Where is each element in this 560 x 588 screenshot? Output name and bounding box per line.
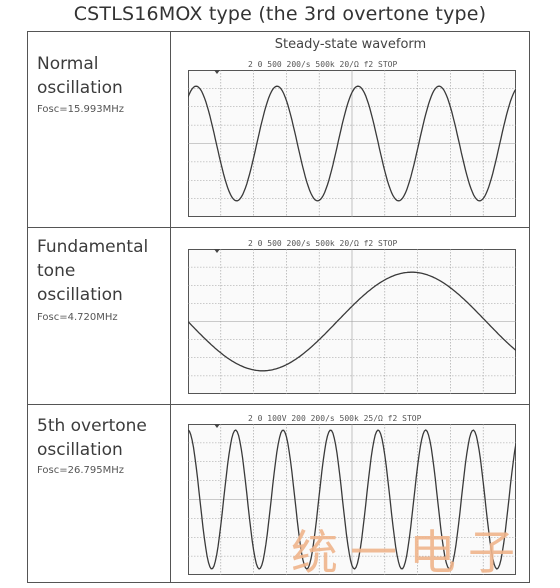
row-label-normal: Normal oscillation <box>37 52 123 100</box>
fosc-5th-overtone: Fosc=26.795MHz <box>37 465 124 476</box>
row-label-fundamental: Fundamental tone oscillation <box>37 235 148 307</box>
row-label-line: tone <box>37 261 76 281</box>
scope-fundamental: 2 0 500 200/s 500k 20/Ω f2 STOP <box>188 236 516 394</box>
row-divider-1 <box>27 227 530 228</box>
oscilloscope-screen: 2 0 500 200/s 500k 20/Ω f2 STOP <box>188 60 516 217</box>
row-label-5th-overtone: 5th overtone oscillation <box>37 414 147 462</box>
oscilloscope-screen: 2 0 100V 200 200/s 500k 25/Ω f2 STOP <box>188 414 516 575</box>
oscilloscope-screen: 2 0 500 200/s 500k 20/Ω f2 STOP <box>188 239 516 394</box>
waveform-trace <box>188 271 516 372</box>
row-label-line: 5th overtone <box>37 416 147 436</box>
waveform-trace <box>188 429 516 570</box>
row-label-line: oscillation <box>37 285 123 305</box>
row-label-line: oscillation <box>37 78 123 98</box>
row-label-line: Normal <box>37 54 99 74</box>
scope-normal: 2 0 500 200/s 500k 20/Ω f2 STOP <box>188 57 516 217</box>
scope-readout: 2 0 500 200/s 500k 20/Ω f2 STOP <box>248 60 397 69</box>
table-frame <box>27 31 530 583</box>
scope-readout: 2 0 100V 200 200/s 500k 25/Ω f2 STOP <box>248 414 422 423</box>
fosc-fundamental: Fosc=4.720MHz <box>37 312 118 323</box>
column-divider <box>170 31 171 583</box>
trigger-marker <box>214 70 220 74</box>
row-divider-2 <box>27 404 530 405</box>
scope-5th-overtone: 2 0 100V 200 200/s 500k 25/Ω f2 STOP <box>188 411 516 575</box>
row-label-line: Fundamental <box>37 237 149 257</box>
watermark: 统一电子 <box>291 526 527 581</box>
waveform-trace <box>188 85 516 202</box>
row-label-line: oscillation <box>37 440 123 460</box>
column-header: Steady-state waveform <box>274 37 427 52</box>
scope-readout: 2 0 500 200/s 500k 20/Ω f2 STOP <box>248 239 397 248</box>
fosc-normal: Fosc=15.993MHz <box>37 104 124 115</box>
trigger-marker <box>214 249 220 253</box>
trigger-marker <box>214 424 220 428</box>
figure-title: CSTLS16MOX type (the 3rd overtone type) <box>73 3 487 25</box>
